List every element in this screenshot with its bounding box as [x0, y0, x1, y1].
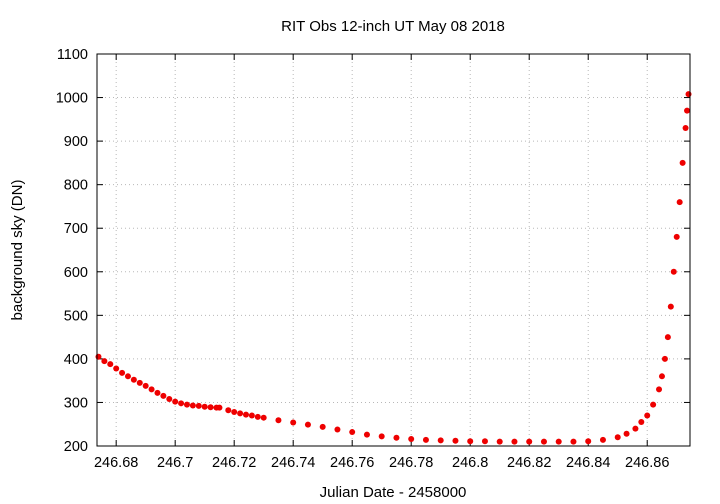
x-axis-label: Julian Date - 2458000 — [320, 484, 467, 501]
data-point — [207, 404, 214, 411]
data-point — [124, 373, 131, 380]
ticks — [97, 53, 690, 447]
y-tick-label: 300 — [64, 395, 88, 411]
x-tick-label: 246.74 — [271, 455, 315, 471]
data-point — [119, 369, 126, 376]
data-point — [661, 355, 668, 362]
x-tick-label: 246.7 — [157, 455, 193, 471]
data-point — [437, 437, 444, 444]
data-point — [136, 379, 143, 386]
data-point — [319, 423, 326, 430]
data-point — [452, 437, 459, 444]
data-point — [248, 412, 255, 419]
x-tick-label: 246.76 — [330, 455, 374, 471]
data-point — [656, 386, 663, 393]
x-tick-label: 246.84 — [566, 455, 610, 471]
data-point — [237, 410, 244, 417]
data-point — [304, 421, 311, 428]
data-point — [166, 395, 173, 402]
data-point — [160, 392, 167, 399]
data-point — [676, 199, 683, 206]
data-point — [216, 404, 223, 411]
y-tick-label: 800 — [64, 178, 88, 194]
y-tick-label: 1100 — [57, 47, 88, 63]
data-point — [422, 436, 429, 443]
y-axis-label: background sky (DN) — [9, 180, 26, 321]
data-point — [599, 436, 606, 443]
data-point — [658, 373, 665, 380]
data-point — [632, 425, 639, 432]
data-point — [540, 438, 547, 445]
data-point — [685, 91, 692, 98]
data-point — [667, 303, 674, 310]
data-point — [670, 268, 677, 275]
data-point — [101, 358, 108, 365]
chart-title: RIT Obs 12-inch UT May 08 2018 — [281, 18, 505, 35]
data-point — [393, 434, 400, 441]
x-tick-label: 246.8 — [452, 455, 488, 471]
data-point — [623, 430, 630, 437]
y-tick-label: 900 — [64, 134, 88, 150]
x-tick-label: 246.86 — [625, 455, 669, 471]
data-point — [644, 412, 651, 419]
data-point — [585, 438, 592, 445]
x-tick-label: 246.68 — [94, 455, 138, 471]
data-point — [260, 414, 267, 421]
data-point — [555, 438, 562, 445]
data-point — [130, 376, 137, 383]
data-point — [378, 433, 385, 440]
grid — [97, 53, 690, 447]
data-point — [526, 438, 533, 445]
data-point — [107, 361, 114, 368]
data-point — [225, 407, 232, 414]
y-tick-label: 200 — [64, 439, 88, 455]
data-point — [349, 429, 356, 436]
y-tick-label: 1000 — [56, 91, 88, 107]
data-point — [231, 409, 238, 416]
data-point — [183, 401, 190, 408]
data-point — [679, 159, 686, 166]
data-point — [664, 334, 671, 341]
y-tick-label: 500 — [64, 308, 88, 324]
data-point — [254, 413, 261, 420]
data-point — [673, 233, 680, 240]
data-point — [481, 438, 488, 445]
plot-frame — [96, 53, 691, 447]
data-point — [113, 365, 120, 372]
data-point — [95, 353, 102, 360]
data-point — [189, 402, 196, 409]
data-point — [242, 411, 249, 418]
data-point — [290, 419, 297, 426]
data-point — [201, 403, 208, 410]
y-tick-label: 700 — [64, 221, 88, 237]
data-point — [684, 107, 691, 114]
y-tick-label: 400 — [64, 352, 88, 368]
data-point — [467, 438, 474, 445]
data-point — [511, 438, 518, 445]
data-point — [496, 438, 503, 445]
data-points — [95, 91, 692, 445]
data-point — [334, 426, 341, 433]
data-point — [682, 125, 689, 132]
data-point — [148, 386, 155, 393]
data-point — [142, 382, 149, 389]
data-point — [638, 419, 645, 426]
x-tick-label: 246.78 — [389, 455, 433, 471]
x-tick-label: 246.82 — [507, 455, 551, 471]
data-point — [275, 417, 282, 424]
tick-labels: 246.68 246.7 246.72 246.74 246.76 246.78 246.8… — [56, 47, 670, 471]
y-tick-label: 600 — [64, 265, 88, 281]
data-point — [178, 400, 185, 407]
data-point — [614, 434, 621, 441]
x-tick-label: 246.72 — [212, 455, 256, 471]
data-point — [408, 436, 415, 443]
data-point — [195, 402, 202, 409]
data-point — [363, 431, 370, 438]
data-point — [570, 438, 577, 445]
data-point — [650, 401, 657, 408]
data-point — [154, 389, 161, 396]
data-point — [172, 398, 179, 405]
